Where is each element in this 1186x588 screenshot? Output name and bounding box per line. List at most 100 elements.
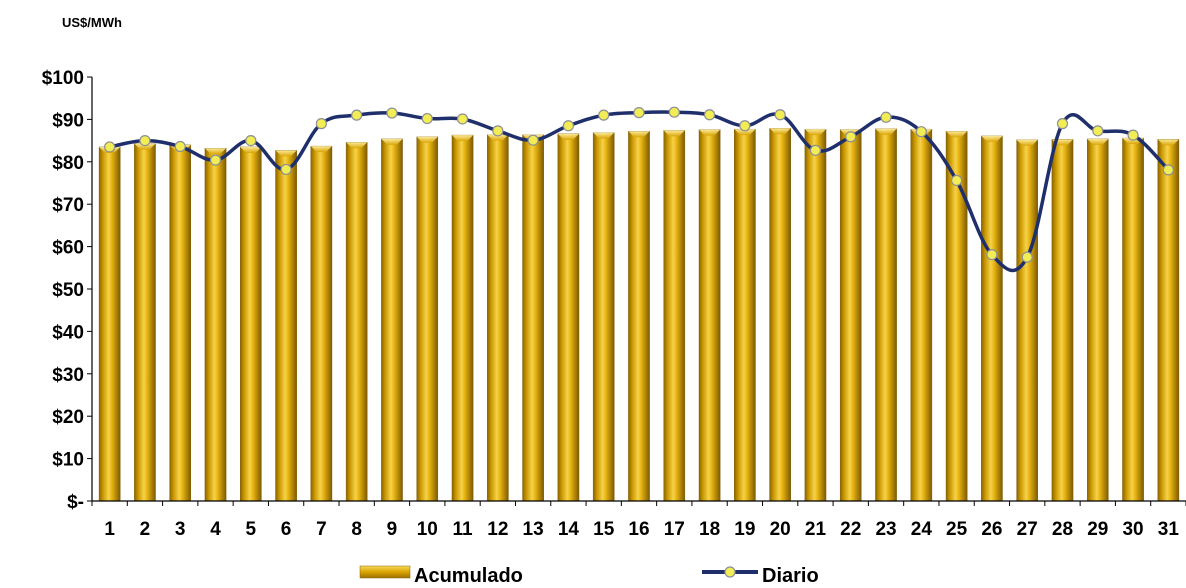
bar-acumulado-day-10 — [416, 136, 439, 502]
point-diario-day-12 — [492, 125, 504, 137]
y-tick-label: $40 — [52, 322, 84, 343]
x-tick-label: 25 — [946, 519, 968, 540]
x-tick-label: 13 — [523, 519, 544, 540]
bar-bevel-day-25 — [946, 131, 968, 138]
legend-item-diario: Diario — [702, 565, 819, 587]
y-tick-label: $- — [67, 492, 84, 513]
point-diario-day-27 — [1021, 251, 1033, 263]
bar-acumulado-day-19 — [734, 128, 756, 502]
bar-acumulado-day-28 — [1051, 139, 1074, 502]
bar-acumulado-day-22 — [839, 129, 862, 502]
y-tick-label: $100 — [42, 68, 84, 89]
x-axis: 1 2 3 4 5 6 7 8 9 10 11 12 13 14 15 16 17 18 19 20 21 22 23 24 2… — [104, 519, 1179, 540]
legend-label-diario: Diario — [762, 565, 819, 583]
bar-bevel-day-5 — [240, 146, 262, 153]
bar-acumulado-day-8 — [345, 142, 368, 502]
x-tick-label: 7 — [316, 519, 327, 540]
bar-acumulado-day-20 — [769, 128, 791, 502]
x-tick-label: 20 — [770, 519, 791, 540]
bar-bevel-day-17 — [663, 130, 685, 137]
bar-bevel-day-11 — [451, 135, 474, 142]
x-tick-label: 24 — [911, 519, 933, 540]
x-tick-label: 3 — [175, 519, 186, 540]
bar-bevel-day-19 — [734, 129, 756, 136]
point-diario-day-25 — [951, 174, 963, 187]
bar-bevel-day-20 — [769, 128, 791, 135]
x-tick-label: 16 — [628, 519, 649, 540]
x-tick-label: 6 — [281, 519, 292, 540]
bar-acumulado-day-2 — [134, 143, 156, 502]
point-diario-day-17 — [668, 106, 680, 118]
bar-bevel-day-21 — [804, 129, 827, 136]
x-tick-label: 30 — [1122, 519, 1143, 540]
bar-acumulado-day-24 — [910, 128, 933, 502]
y-tick-label: $30 — [52, 365, 84, 386]
bar-acumulado-day-26 — [981, 135, 1003, 502]
point-diario-day-19 — [739, 120, 751, 132]
point-diario-day-29 — [1092, 125, 1104, 137]
point-diario-day-7 — [315, 118, 327, 130]
y-axis: $- $10 $20 $30 $40 $50 $60 $70 $80 $90 $100 — [42, 68, 92, 513]
bar-acumulado-day-30 — [1122, 137, 1144, 502]
point-diario-day-20 — [774, 109, 786, 121]
point-diario-day-30 — [1127, 129, 1139, 141]
bar-bevel-day-9 — [381, 138, 403, 145]
bar-acumulado-day-17 — [663, 130, 686, 502]
bar-bevel-day-14 — [557, 133, 580, 140]
bar-acumulado-day-25 — [945, 131, 968, 502]
bar-acumulado-day-1 — [98, 146, 121, 502]
y-tick-label: $50 — [52, 280, 84, 301]
y-tick-label: $10 — [52, 450, 84, 471]
x-tick-label: 17 — [664, 519, 685, 540]
bar-bevel-day-12 — [487, 134, 509, 141]
x-tick-label: 14 — [558, 519, 580, 540]
x-tick-label: 26 — [981, 519, 1002, 540]
bar-acumulado-day-31 — [1157, 139, 1180, 502]
bar-acumulado-day-27 — [1016, 139, 1038, 502]
point-diario-day-1 — [104, 141, 116, 153]
bar-bevel-day-2 — [134, 143, 156, 150]
bar-acumulado-day-12 — [487, 134, 509, 502]
bar-acumulado-day-7 — [310, 145, 333, 502]
point-diario-day-13 — [527, 134, 539, 146]
x-tick-label: 27 — [1017, 519, 1038, 540]
legend-swatch-acumulado — [359, 565, 411, 579]
bar-bevel-day-18 — [698, 129, 721, 136]
x-tick-label: 21 — [805, 519, 827, 540]
axes — [91, 77, 1186, 506]
point-diario-day-28 — [1056, 118, 1069, 130]
legend-label-acumulado: Acumulado — [414, 565, 523, 583]
point-diario-day-10 — [421, 112, 433, 125]
bar-acumulado-day-13 — [522, 134, 544, 502]
bar-acumulado-day-4 — [204, 148, 227, 502]
x-tick-label: 22 — [840, 519, 861, 540]
x-tick-label: 15 — [593, 519, 615, 540]
x-tick-label: 1 — [104, 519, 115, 540]
y-tick-label: $60 — [52, 238, 84, 259]
bar-acumulado-day-9 — [381, 138, 403, 502]
y-tick-label: $70 — [52, 195, 84, 216]
y-axis-unit-label: US$/MWh — [62, 15, 122, 30]
bar-acumulado-day-29 — [1086, 138, 1109, 502]
line-series-diario — [104, 106, 1174, 273]
point-diario-day-11 — [456, 113, 469, 125]
y-tick-label: $80 — [52, 153, 84, 174]
point-diario-day-18 — [703, 109, 716, 121]
y-tick-label: $20 — [52, 407, 84, 428]
bar-acumulado-day-15 — [592, 132, 615, 502]
bar-bevel-day-4 — [204, 148, 227, 155]
x-tick-label: 8 — [351, 519, 362, 540]
point-diario-day-22 — [845, 131, 857, 143]
bar-acumulado-day-14 — [557, 133, 580, 502]
x-tick-label: 23 — [875, 519, 896, 540]
legend: Acumulado Diario — [359, 565, 819, 587]
x-tick-label: 4 — [210, 519, 221, 540]
point-diario-day-9 — [386, 107, 398, 119]
point-diario-day-31 — [1162, 164, 1174, 176]
point-diario-day-6 — [280, 163, 292, 176]
point-diario-day-14 — [562, 120, 575, 132]
x-tick-label: 29 — [1087, 519, 1108, 540]
y-tick-label: $90 — [52, 110, 84, 131]
